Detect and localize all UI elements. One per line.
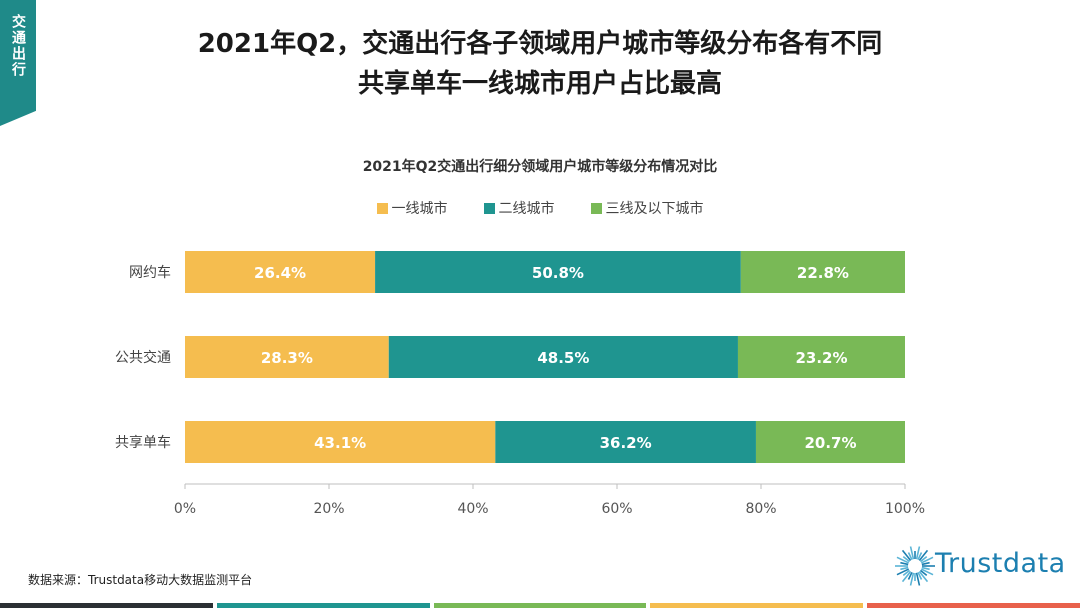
bottom-bar-segment xyxy=(0,603,213,608)
logo-ray xyxy=(919,556,928,563)
logo-ray xyxy=(901,549,912,562)
logo-ray xyxy=(902,556,911,563)
logo-ray xyxy=(909,572,915,586)
logo-ray xyxy=(900,561,909,566)
logo-ray xyxy=(918,570,929,583)
bar-segment xyxy=(185,251,376,293)
bar-segment xyxy=(740,251,905,293)
logo-ray xyxy=(917,552,923,561)
logo-ray xyxy=(909,546,915,560)
data-label: 26.4% xyxy=(254,264,306,282)
data-label: 43.1% xyxy=(314,434,366,452)
legend-item-tier1: 一线城市 xyxy=(376,198,448,218)
legend-item-tier2: 二线城市 xyxy=(483,198,555,218)
bottom-bar-segment xyxy=(216,603,430,608)
logo-ray xyxy=(921,566,930,571)
logo-ray xyxy=(921,561,930,566)
logo-ray xyxy=(920,556,934,564)
data-label: 20.7% xyxy=(804,434,856,452)
logo-ray xyxy=(919,569,928,576)
data-label: 48.5% xyxy=(537,349,589,367)
category-label: 公共交通 xyxy=(115,349,171,366)
data-label: 50.8% xyxy=(532,264,584,282)
legend-swatch-tier1 xyxy=(376,202,388,214)
legend-label-tier2: 二线城市 xyxy=(498,201,555,217)
bottom-bar-segment xyxy=(867,603,1080,608)
title-line-1: 2021年Q2，交通出行各子领域用户城市等级分布各有不同 xyxy=(197,29,883,59)
data-label: 22.8% xyxy=(797,264,849,282)
category-label: 共享单车 xyxy=(115,434,171,451)
bar-segment xyxy=(737,336,905,378)
bottom-color-bar xyxy=(0,603,1080,608)
x-tick-label: 60% xyxy=(601,501,632,517)
data-source-note: 数据来源：Trustdata移动大数据监测平台 xyxy=(28,573,253,587)
bar-segment xyxy=(388,336,738,378)
chart-legend: 一线城市 二线城市 三线及以下城市 xyxy=(0,198,1080,218)
sunburst-logo-icon xyxy=(895,546,935,586)
bar-segment xyxy=(495,421,756,463)
x-tick-label: 40% xyxy=(457,501,488,517)
legend-item-tier3: 三线及以下城市 xyxy=(590,198,704,218)
bottom-bar-segment xyxy=(650,603,864,608)
bar-segment xyxy=(185,421,496,463)
logo-ray xyxy=(917,571,923,580)
bottom-bar-segment xyxy=(433,603,647,608)
logo-ray xyxy=(907,552,913,561)
logo-ray xyxy=(901,570,912,583)
legend-label-tier3: 三线及以下城市 xyxy=(605,201,704,217)
logo-ray xyxy=(915,572,921,586)
data-label: 23.2% xyxy=(795,349,847,367)
bar-segment xyxy=(375,251,741,293)
section-tab-label: 交通出行 xyxy=(10,14,26,78)
legend-label-tier1: 一线城市 xyxy=(391,201,448,217)
bar-segment xyxy=(185,336,389,378)
page-title: 2021年Q2，交通出行各子领域用户城市等级分布各有不同 共享单车一线城市用户占… xyxy=(0,24,1080,104)
legend-swatch-tier3 xyxy=(590,202,602,214)
data-label: 28.3% xyxy=(261,349,313,367)
x-tick-label: 0% xyxy=(174,501,196,517)
x-tick-label: 80% xyxy=(745,501,776,517)
logo-text: Trustdata xyxy=(935,548,1066,579)
x-tick-label: 20% xyxy=(313,501,344,517)
logo-ray xyxy=(907,571,913,580)
x-tick-label: 100% xyxy=(885,501,925,517)
section-tab: 交通出行 xyxy=(0,0,36,126)
bar-segment xyxy=(755,421,905,463)
logo-ray xyxy=(918,549,929,562)
category-label: 网约车 xyxy=(129,264,171,281)
logo-ray xyxy=(900,566,909,571)
logo-ray xyxy=(896,568,910,576)
title-line-2: 共享单车一线城市用户占比最高 xyxy=(357,69,722,99)
trustdata-logo: Trustdata xyxy=(893,536,1073,592)
logo-ray xyxy=(896,556,910,564)
data-label: 36.2% xyxy=(600,434,652,452)
logo-ray xyxy=(920,568,934,576)
chart-title: 2021年Q2交通出行细分领域用户城市等级分布情况对比 xyxy=(362,159,718,175)
logo-ray xyxy=(915,546,921,560)
logo-ray xyxy=(902,569,911,576)
legend-swatch-tier2 xyxy=(483,202,495,214)
